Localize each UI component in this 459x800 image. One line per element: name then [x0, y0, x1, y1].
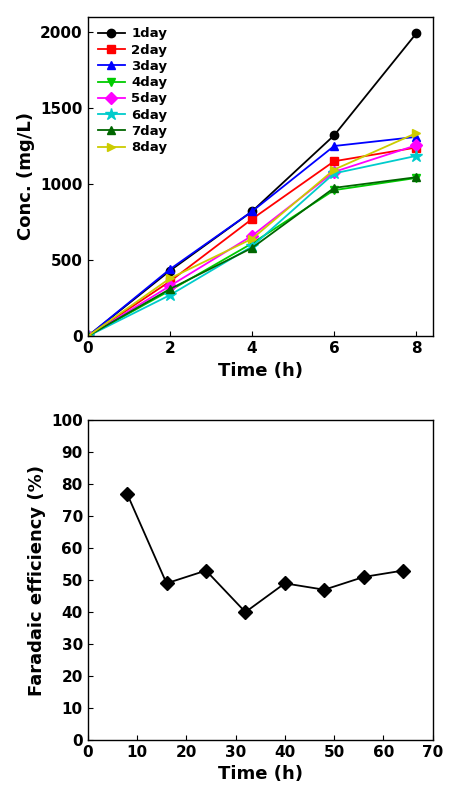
- 1day: [85, 331, 90, 341]
- 5day: [413, 141, 418, 150]
- Line: 2day: 2day: [84, 143, 420, 340]
- Y-axis label: Conc. (mg/L): Conc. (mg/L): [17, 113, 34, 241]
- Line: 7day: 7day: [84, 173, 420, 340]
- 4day: [85, 331, 90, 341]
- 1day: [249, 206, 254, 216]
- 2day: [85, 331, 90, 341]
- 6day: [167, 290, 172, 300]
- 1day: [413, 29, 418, 38]
- Line: 4day: 4day: [84, 174, 420, 340]
- 2day: [249, 214, 254, 224]
- 4day: [330, 186, 336, 195]
- 6day: [249, 242, 254, 251]
- Line: 8day: 8day: [84, 129, 420, 340]
- 5day: [249, 231, 254, 241]
- X-axis label: Time (h): Time (h): [217, 362, 302, 380]
- Y-axis label: Faradaic efficiency (%): Faradaic efficiency (%): [28, 465, 45, 696]
- Line: 3day: 3day: [84, 133, 420, 340]
- 6day: [413, 151, 418, 161]
- 6day: [330, 169, 336, 178]
- Line: 5day: 5day: [84, 141, 420, 340]
- X-axis label: Time (h): Time (h): [217, 766, 302, 783]
- 2day: [167, 277, 172, 286]
- 5day: [330, 167, 336, 177]
- 1day: [167, 266, 172, 275]
- Line: 1day: 1day: [84, 30, 420, 340]
- 4day: [413, 173, 418, 182]
- 8day: [330, 165, 336, 174]
- 2day: [413, 142, 418, 152]
- 7day: [167, 284, 172, 294]
- 3day: [249, 206, 254, 216]
- 6day: [85, 331, 90, 341]
- 8day: [167, 274, 172, 283]
- Line: 6day: 6day: [81, 150, 422, 342]
- 8day: [85, 331, 90, 341]
- Legend: 1day, 2day, 3day, 4day, 5day, 6day, 7day, 8day: 1day, 2day, 3day, 4day, 5day, 6day, 7day…: [94, 23, 171, 158]
- 1day: [330, 130, 336, 140]
- 8day: [249, 234, 254, 244]
- 7day: [413, 173, 418, 182]
- 3day: [413, 132, 418, 142]
- 5day: [85, 331, 90, 341]
- 5day: [167, 282, 172, 291]
- 2day: [330, 157, 336, 166]
- 4day: [249, 238, 254, 248]
- 3day: [330, 142, 336, 151]
- 3day: [167, 265, 172, 274]
- 7day: [249, 243, 254, 253]
- 7day: [85, 331, 90, 341]
- 4day: [167, 286, 172, 295]
- 3day: [85, 331, 90, 341]
- 7day: [330, 183, 336, 193]
- 8day: [413, 128, 418, 138]
